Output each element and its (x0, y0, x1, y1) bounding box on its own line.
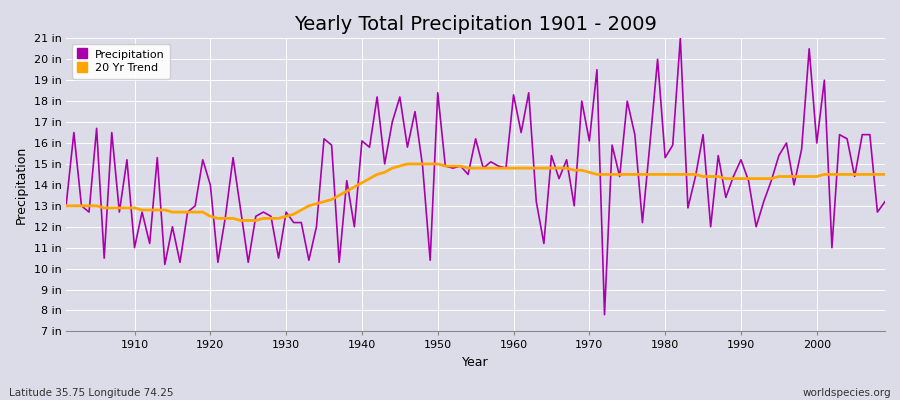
Precipitation (508, 92, 519, 97)
X-axis label: Year: Year (463, 356, 489, 369)
20 Yr Trend (615, 172, 626, 177)
Precipitation (607, 143, 617, 148)
Precipitation (599, 312, 610, 317)
20 Yr Trend (61, 204, 72, 208)
Y-axis label: Precipitation: Precipitation (15, 146, 28, 224)
Precipitation (61, 201, 72, 206)
Title: Yearly Total Precipitation 1901 - 2009: Yearly Total Precipitation 1901 - 2009 (294, 15, 657, 34)
Text: Latitude 35.75 Longitude 74.25: Latitude 35.75 Longitude 74.25 (9, 388, 174, 398)
Precipitation (675, 36, 686, 41)
Precipitation (122, 157, 132, 162)
20 Yr Trend (523, 166, 534, 170)
Line: 20 Yr Trend: 20 Yr Trend (67, 164, 885, 220)
Precipitation (334, 260, 345, 265)
Precipitation (288, 220, 299, 225)
Precipitation (879, 199, 890, 204)
Line: Precipitation: Precipitation (67, 38, 885, 315)
20 Yr Trend (516, 166, 526, 170)
20 Yr Trend (402, 162, 413, 166)
20 Yr Trend (235, 218, 246, 223)
Text: worldspecies.org: worldspecies.org (803, 388, 891, 398)
Legend: Precipitation, 20 Yr Trend: Precipitation, 20 Yr Trend (72, 44, 170, 78)
20 Yr Trend (296, 208, 307, 212)
20 Yr Trend (879, 172, 890, 177)
20 Yr Trend (341, 189, 352, 194)
20 Yr Trend (122, 206, 132, 210)
Precipitation (500, 166, 511, 170)
